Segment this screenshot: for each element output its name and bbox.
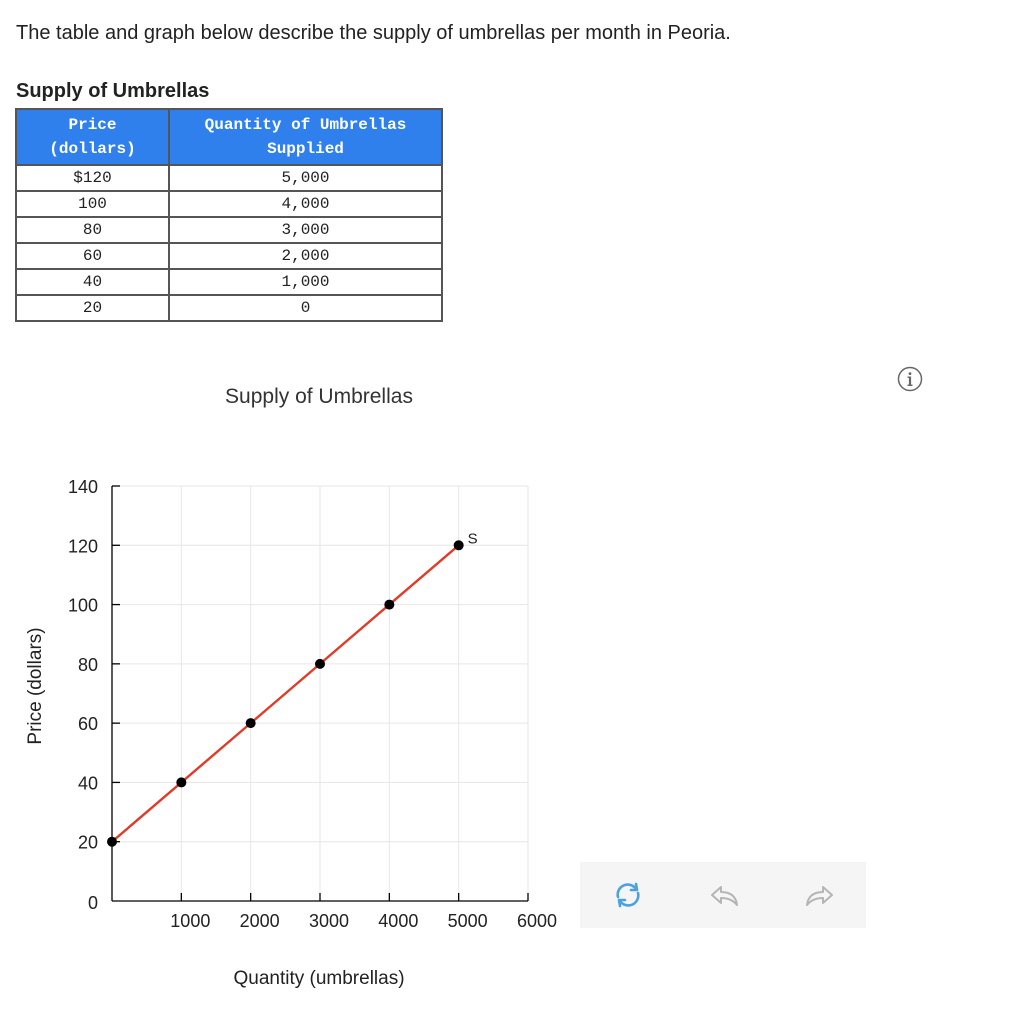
price-cell: 100 (15, 190, 170, 218)
grid (112, 485, 529, 901)
series-label: S (468, 530, 478, 547)
y-tick-label: 140 (68, 477, 98, 497)
quantity-cell: 5,000 (168, 164, 443, 192)
y-axis-label: Price (dollars) (25, 627, 46, 744)
header-price-line2: (dollars) (49, 140, 136, 158)
supply-table: Price (dollars) Quantity of Umbrellas Su… (15, 108, 443, 322)
header-quantity-line2: Supplied (267, 140, 344, 158)
chart-title: Supply of Umbrellas (225, 385, 413, 408)
y-tick-label: 0 (88, 893, 98, 913)
price-cell: 40 (15, 268, 170, 296)
price-cell: 80 (15, 216, 170, 244)
price-cell: $120 (15, 164, 170, 192)
data-point (245, 718, 256, 729)
table-row: 60 2,000 (15, 242, 443, 270)
y-tick-label: 100 (68, 596, 98, 616)
data-point (107, 836, 117, 847)
y-tick-label: 60 (78, 714, 98, 734)
quantity-cell: 0 (168, 294, 443, 322)
table-header-row: Price (dollars) Quantity of Umbrellas Su… (15, 108, 443, 166)
supply-curve (111, 544, 460, 843)
graph-toolbar (580, 862, 866, 928)
quantity-cell: 4,000 (168, 190, 443, 218)
redo-icon[interactable] (801, 877, 837, 913)
data-point (453, 540, 464, 551)
x-tick-label: 2000 (240, 911, 280, 931)
quantity-cell: 1,000 (168, 268, 443, 296)
x-tick-label: 1000 (170, 911, 210, 931)
table-row: 80 3,000 (15, 216, 443, 244)
undo-icon[interactable] (707, 877, 743, 913)
info-icon[interactable] (897, 366, 923, 392)
table-row: 40 1,000 (15, 268, 443, 296)
series: S (107, 530, 478, 847)
intro-text: The table and graph below describe the s… (16, 22, 731, 44)
y-tick-label: 80 (78, 655, 98, 675)
table-row: $120 5,000 (15, 164, 443, 192)
x-tick-label: 6000 (517, 911, 557, 931)
header-price: Price (dollars) (15, 108, 170, 166)
tick-labels: 0 20 40 60 80 100 120 140 1000 2000 3000 4000 5000 60… (68, 477, 557, 931)
table-title: Supply of Umbrellas (16, 80, 210, 102)
header-quantity-line1: Quantity of Umbrellas (204, 116, 407, 134)
quantity-cell: 2,000 (168, 242, 443, 270)
table-row: 20 0 (15, 294, 443, 322)
x-tick-label: 5000 (448, 911, 488, 931)
y-tick-label: 40 (78, 773, 98, 793)
header-price-line1: Price (68, 116, 117, 134)
refresh-icon[interactable] (610, 877, 646, 913)
data-point (176, 777, 187, 788)
header-quantity: Quantity of Umbrellas Supplied (168, 108, 443, 166)
x-axis-label: Quantity (umbrellas) (233, 968, 404, 989)
y-tick-label: 20 (78, 833, 98, 853)
table-row: 100 4,000 (15, 190, 443, 218)
supply-chart: Supply of Umbrellas 0 20 40 60 80 100 120 140 10… (25, 385, 557, 989)
data-point (384, 599, 395, 610)
y-tick-label: 120 (68, 536, 98, 556)
axes (111, 485, 529, 902)
x-tick-label: 4000 (378, 911, 418, 931)
data-point (315, 658, 325, 669)
quantity-cell: 3,000 (168, 216, 443, 244)
x-tick-label: 3000 (309, 911, 349, 931)
price-cell: 20 (15, 294, 170, 322)
price-cell: 60 (15, 242, 170, 270)
